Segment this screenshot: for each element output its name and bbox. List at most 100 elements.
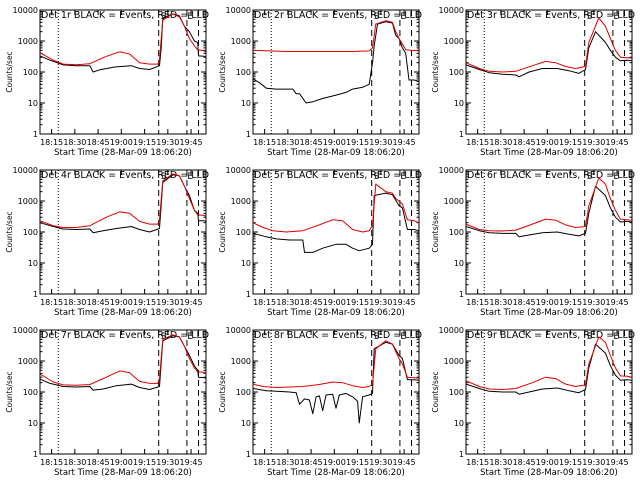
y-tick-label: 10: [28, 259, 38, 268]
y-tick-label: 10000: [439, 6, 464, 15]
x-tick-label: 19:30: [582, 458, 605, 467]
y-tick-label: 1: [459, 450, 464, 459]
y-tick-label: 100: [236, 68, 251, 77]
start-marker: S: [587, 172, 593, 182]
panel-title: Det 3r BLACK = Events, RED = LLD: [467, 10, 635, 21]
x-tick-label: 18:15: [253, 138, 276, 147]
y-tick-label: 10000: [13, 6, 38, 15]
x-tick-label: 19:00: [536, 298, 559, 307]
y-tick-label: 100: [449, 228, 464, 237]
y-tick-label: 1: [246, 290, 251, 299]
x-tick-label: 18:30: [276, 458, 299, 467]
x-tick-label: 18:45: [513, 458, 536, 467]
x-tick-label: 18:45: [300, 298, 323, 307]
x-tick-label: 19:30: [156, 298, 179, 307]
y-tick-label: 1: [246, 130, 251, 139]
y-tick-label: 100: [236, 228, 251, 237]
y-tick-label: 1000: [444, 357, 464, 366]
events-series-line: [465, 31, 633, 78]
plot-frame: [39, 329, 207, 455]
y-axis-label: Counts/sec: [218, 51, 227, 92]
x-tick-label: 18:30: [276, 138, 299, 147]
end-marker: E: [187, 332, 193, 342]
events-series-line: [39, 335, 207, 391]
panel-title: Det 4r BLACK = Events, RED = LLD: [41, 170, 209, 181]
y-axis-label: Counts/sec: [218, 371, 227, 412]
x-tick-label: 19:15: [559, 458, 582, 467]
x-tick-label: 19:45: [180, 138, 203, 147]
x-tick-label: 19:30: [156, 458, 179, 467]
x-tick-label: 19:30: [582, 138, 605, 147]
y-tick-label: 100: [449, 388, 464, 397]
x-tick-label: 19:15: [346, 458, 369, 467]
x-tick-label: 19:00: [323, 298, 346, 307]
end-marker: E: [613, 332, 619, 342]
start-marker: S: [161, 12, 167, 22]
y-tick-label: 100: [23, 68, 38, 77]
y-tick-label: 10: [241, 99, 251, 108]
x-axis-label: Start Time (28-Mar-09 18:06:20): [267, 148, 405, 158]
y-tick-label: 1000: [444, 197, 464, 206]
start-marker: S: [374, 332, 380, 342]
x-tick-label: 18:45: [87, 298, 110, 307]
x-tick-label: 19:45: [606, 138, 629, 147]
x-tick-label: 19:30: [369, 138, 392, 147]
x-tick-label: 18:30: [489, 298, 512, 307]
x-tick-label: 18:15: [40, 298, 63, 307]
panel-title: Det 5r BLACK = Events, RED = LLD: [254, 170, 422, 181]
y-axis-label: Counts/sec: [431, 371, 440, 412]
y-tick-label: 1: [33, 130, 38, 139]
panel-title: Det 6r BLACK = Events, RED = LLD: [467, 170, 635, 181]
x-tick-label: 19:45: [606, 458, 629, 467]
x-tick-label: 18:45: [513, 298, 536, 307]
x-tick-label: 19:15: [559, 298, 582, 307]
y-axis-label: Counts/sec: [5, 211, 14, 252]
y-tick-label: 10000: [439, 166, 464, 175]
x-tick-label: 19:00: [536, 138, 559, 147]
y-tick-label: 10: [454, 419, 464, 428]
x-tick-label: 18:45: [87, 458, 110, 467]
end-marker: E: [613, 172, 619, 182]
x-tick-label: 19:30: [369, 298, 392, 307]
events-series-line: [39, 13, 207, 73]
x-tick-label: 19:15: [559, 138, 582, 147]
y-tick-label: 10: [454, 99, 464, 108]
x-tick-label: 19:45: [393, 458, 416, 467]
y-tick-label: 1000: [18, 37, 38, 46]
x-axis-label: Start Time (28-Mar-09 18:06:20): [54, 308, 192, 318]
x-tick-label: 18:15: [253, 298, 276, 307]
x-tick-label: 18:15: [466, 138, 489, 147]
x-tick-label: 19:45: [393, 298, 416, 307]
end-marker: E: [187, 12, 193, 22]
x-axis-label: Start Time (28-Mar-09 18:06:20): [267, 468, 405, 478]
detector-panel-4: Det 4r BLACK = Events, RED = LLD 1 10 100 10…: [5, 166, 209, 318]
x-tick-label: 18:45: [87, 138, 110, 147]
y-axis-label: Counts/sec: [431, 211, 440, 252]
detector-panel-9: Det 9r BLACK = Events, RED = LLD 1 10 100 10…: [431, 326, 635, 478]
x-tick-label: 18:15: [253, 458, 276, 467]
y-tick-label: 1000: [18, 197, 38, 206]
events-series-line: [39, 174, 207, 234]
x-tick-label: 19:45: [180, 458, 203, 467]
plot-frame: [252, 169, 420, 295]
y-tick-label: 100: [23, 388, 38, 397]
lld-series-line: [39, 13, 207, 66]
y-tick-label: 1000: [231, 357, 251, 366]
end-marker: E: [613, 12, 619, 22]
y-tick-label: 1: [459, 290, 464, 299]
y-tick-label: 10000: [226, 166, 251, 175]
lld-series-line: [465, 336, 633, 390]
y-tick-label: 10: [28, 419, 38, 428]
x-axis-label: Start Time (28-Mar-09 18:06:20): [54, 148, 192, 158]
x-tick-label: 18:45: [300, 138, 323, 147]
x-tick-label: 19:15: [133, 298, 156, 307]
y-tick-label: 10: [241, 419, 251, 428]
y-tick-label: 1: [459, 130, 464, 139]
x-tick-label: 19:30: [369, 458, 392, 467]
start-marker: S: [587, 12, 593, 22]
events-series-line: [252, 192, 420, 253]
lld-series-line: [252, 183, 420, 233]
x-axis-label: Start Time (28-Mar-09 18:06:20): [480, 148, 618, 158]
detector-panel-5: Det 5r BLACK = Events, RED = LLD 1 10 100 10…: [218, 166, 422, 318]
lld-series-line: [252, 20, 420, 52]
